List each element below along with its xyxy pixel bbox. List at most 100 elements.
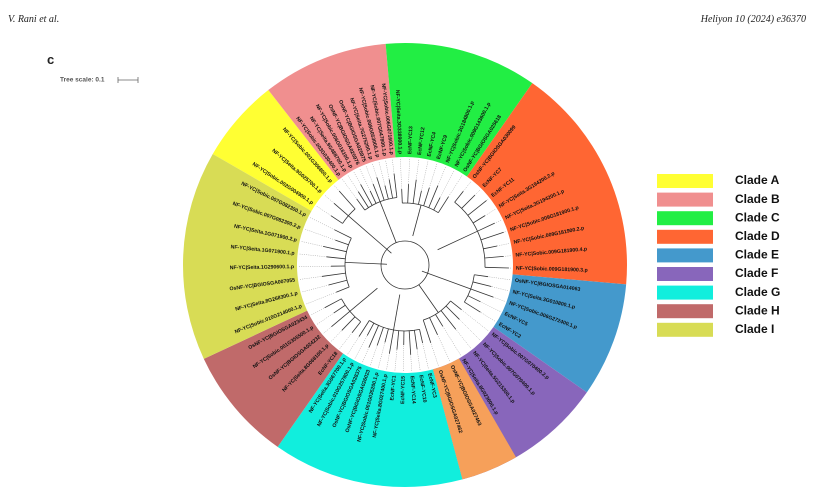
branch: [335, 239, 349, 246]
leaf-guide: [497, 243, 509, 247]
leaf-label: EcNF-YC1: [389, 375, 397, 401]
leaf-guide: [442, 326, 461, 356]
leaf-guide: [365, 166, 374, 185]
branch: [388, 329, 394, 354]
branch: [369, 190, 377, 204]
leaf-guide: [486, 199, 489, 201]
branch: [379, 201, 397, 243]
leaf-guide: [342, 179, 357, 199]
branch: [330, 215, 343, 224]
leaf-guide: [305, 229, 336, 241]
branch: [472, 281, 492, 287]
leaf-guide: [493, 296, 505, 302]
branch: [428, 185, 439, 208]
leaf-guide: [347, 336, 360, 355]
branch: [393, 294, 401, 331]
legend-swatch: [657, 174, 713, 188]
leaf-guide: [306, 291, 337, 305]
branch: [437, 230, 478, 251]
branch: [358, 320, 370, 337]
clade-sector-sub: [432, 358, 516, 480]
leaf-guide: [410, 354, 412, 371]
leaf-guide: [437, 334, 451, 362]
leaf-label: NF-YC|Seita.3G338900.1.p: [394, 90, 403, 155]
leaf-guide: [439, 170, 455, 198]
leaf-guide: [353, 172, 361, 185]
branch: [324, 298, 342, 309]
panel-label: c: [47, 52, 54, 67]
leaf-guide: [370, 345, 378, 366]
branch: [401, 189, 403, 204]
header-journal: Heliyon 10 (2024) e36370: [700, 14, 806, 25]
branch: [393, 173, 398, 198]
branch: [408, 330, 412, 355]
leaf-label: EcNF-YC13: [407, 126, 414, 154]
branch: [440, 310, 457, 330]
leaf-guide: [422, 342, 429, 369]
leaf-guide: [378, 162, 386, 186]
clade-sector: [203, 310, 344, 447]
branch: [433, 197, 441, 211]
legend-label: Clade H: [735, 303, 780, 317]
branch: [422, 319, 432, 343]
leaf-guide: [484, 209, 496, 216]
clade-sector: [212, 90, 339, 211]
branch: [467, 295, 481, 303]
leaf-label: EcNF-YC4: [426, 131, 437, 157]
branch: [423, 187, 430, 206]
leaf-guide: [334, 185, 340, 192]
leaf-guide: [372, 164, 378, 178]
leaf-guide: [416, 349, 421, 370]
tree-scale-bar: [117, 77, 139, 83]
branch: [472, 215, 486, 224]
leaf-guide: [359, 168, 371, 191]
branch: [413, 330, 418, 350]
branch-arc: [342, 208, 356, 224]
leaf-label: EcNF-YC14: [409, 376, 417, 404]
branch: [477, 222, 495, 232]
leaf-label: EcNF-YC3: [426, 373, 437, 399]
branch: [445, 305, 460, 320]
legend: Clade A Clade B Clade C Clade D Clade E Clade…: [657, 173, 780, 337]
legend-label: Clade D: [735, 229, 780, 243]
branch: [348, 215, 392, 254]
clade-sector: [268, 43, 396, 180]
tree: NF-YC|Sobic.002G004900.1.pNF-YC|Seita.9G…: [183, 42, 627, 487]
leaf-guide: [354, 335, 368, 359]
leaf-guide: [461, 309, 489, 331]
branch: [396, 330, 400, 350]
leaf-guide: [323, 326, 332, 334]
legend-label: Clade B: [735, 192, 780, 206]
leaf-guide: [408, 159, 410, 185]
branch: [328, 279, 348, 286]
leaf-guide: [463, 181, 471, 192]
legend-swatch: [657, 322, 713, 337]
leaf-guide: [324, 195, 335, 204]
leaf-guide: [316, 206, 332, 216]
leaf-label: EcNF-YC10: [417, 374, 427, 403]
branch: [435, 314, 444, 327]
leaf-guide: [488, 276, 511, 280]
legend-swatch: [657, 192, 713, 207]
branch: [360, 184, 373, 206]
branch: [333, 203, 349, 217]
leaf-guide: [347, 175, 359, 192]
legend-label: Clade G: [735, 285, 780, 299]
branch: [341, 316, 356, 331]
branch-arc: [423, 300, 451, 321]
leaf-guide: [494, 219, 502, 224]
leaf-guide: [421, 161, 429, 191]
branch: [356, 198, 366, 211]
branch: [419, 329, 424, 344]
root: [380, 240, 430, 290]
leaf-guide: [503, 231, 506, 233]
branch: [484, 255, 504, 259]
legend-swatch: [657, 304, 713, 319]
leaf-guide: [299, 276, 322, 280]
leaf-guide: [394, 349, 398, 371]
leaf-label: NF-YC|Seita.1G290600.1.p: [230, 264, 294, 271]
branch: [334, 229, 352, 239]
legend-label: Clade C: [735, 210, 780, 224]
clade-sector: [277, 353, 463, 487]
branch: [474, 274, 489, 278]
